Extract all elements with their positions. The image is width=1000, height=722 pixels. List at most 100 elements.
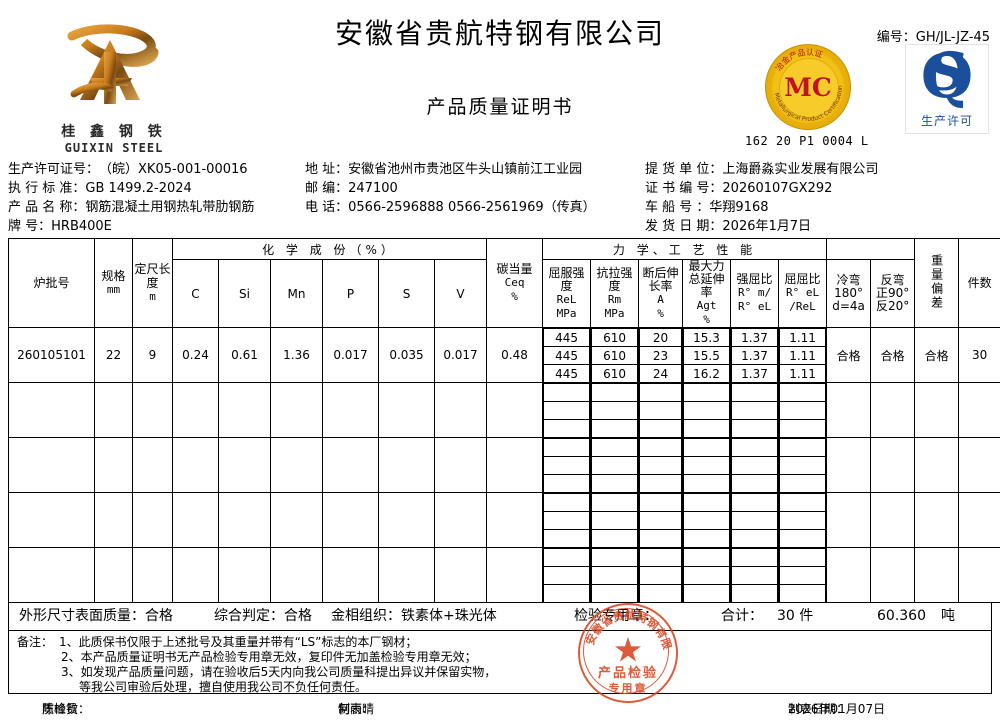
info-line: 地 址：安徽省池州市贵池区牛头山镇前江工业园 bbox=[305, 160, 635, 179]
surface-quality-label: 外形尺寸表面质量： bbox=[19, 608, 145, 624]
th-v: V bbox=[435, 260, 487, 328]
cell-v bbox=[435, 493, 487, 548]
th-length-unit: m bbox=[133, 290, 172, 304]
info-label: 邮 编： bbox=[305, 179, 348, 198]
cell-mech-elong bbox=[639, 438, 683, 493]
cell-mech-value bbox=[640, 549, 682, 567]
cell-spec bbox=[95, 438, 133, 493]
info-value: HRB400E bbox=[51, 219, 112, 234]
cell-mech-value: 610 bbox=[592, 347, 638, 365]
table-row[interactable] bbox=[9, 493, 1000, 548]
cell-mech-value: 20 bbox=[640, 329, 682, 347]
remarks-line: 备注：1、此质保书仅限于上述批号及其重量并带有“LS”标志的本厂钢材； bbox=[17, 635, 991, 650]
cell-mech-ratio2 bbox=[779, 548, 827, 603]
cell-mech-value: 445 bbox=[544, 365, 590, 383]
info-value: 钢筋混凝土用钢热轧带肋钢筋 bbox=[85, 200, 254, 215]
cell-heat-no bbox=[9, 493, 95, 548]
cell-spec: 22 bbox=[95, 328, 133, 383]
cell-bend bbox=[827, 493, 871, 548]
table-row[interactable] bbox=[9, 548, 1000, 603]
cell-mech-value bbox=[684, 420, 730, 438]
cell-v bbox=[435, 438, 487, 493]
info-label: 产 品 名 称： bbox=[8, 198, 85, 217]
cell-mech-value bbox=[544, 420, 590, 438]
cell-mech-agt bbox=[683, 548, 731, 603]
cell-p bbox=[323, 438, 379, 493]
qs-licence-seal-icon: Q S 生产许可 bbox=[905, 44, 989, 134]
cell-mech-value bbox=[640, 585, 682, 603]
cell-mech-tensile bbox=[591, 548, 639, 603]
table-row[interactable] bbox=[9, 438, 1000, 493]
th-s: S bbox=[379, 260, 435, 328]
svg-text:冶金产品认证: 冶金产品认证 bbox=[773, 47, 823, 73]
cell-length: 9 bbox=[133, 328, 173, 383]
cell-rebend bbox=[871, 493, 915, 548]
cell-ceq bbox=[487, 548, 543, 603]
cell-mech-agt bbox=[683, 493, 731, 548]
summary-row: 外形尺寸表面质量：合格 综合判定：合格 金相组织：铁素体+珠光体 检验专用章： … bbox=[9, 602, 991, 631]
metallography: 金相组织：铁素体+珠光体 bbox=[331, 602, 401, 630]
th-yield-symbol: ReL bbox=[543, 293, 590, 307]
verdict-value: 合格 bbox=[284, 602, 312, 630]
th-length: 定尺长度 m bbox=[133, 239, 173, 328]
cell-rebend bbox=[871, 383, 915, 438]
table-row[interactable] bbox=[9, 383, 1000, 438]
info-value: 华翔9168 bbox=[709, 200, 768, 215]
table-group-header-row: 炉批号 规格 mm 定尺长度 m 化 学 成 份（%） 碳当量 Ceq % 力 … bbox=[9, 239, 1000, 260]
cell-mech-value bbox=[732, 567, 778, 585]
cell-mech-value bbox=[684, 457, 730, 475]
info-line: 提 货 单 位：上海爵淼实业发展有限公司 bbox=[645, 160, 995, 179]
cell-c: 0.24 bbox=[173, 328, 219, 383]
th-yield-label: 屈服强度 bbox=[543, 267, 590, 293]
cell-mech-tensile bbox=[591, 493, 639, 548]
cell-heat-no: 260105101 bbox=[9, 328, 95, 383]
cell-mech-yield bbox=[543, 548, 591, 603]
cell-rebend bbox=[871, 548, 915, 603]
cell-mech-value bbox=[640, 530, 682, 548]
cell-ceq: 0.48 bbox=[487, 328, 543, 383]
cell-mech-value: 610 bbox=[592, 365, 638, 383]
cell-mn bbox=[271, 383, 323, 438]
cell-mech-value bbox=[592, 402, 638, 420]
info-label: 提 货 单 位： bbox=[645, 160, 722, 179]
cell-weight-dev bbox=[915, 493, 959, 548]
mc-certification-code: 162 20 P1 0004 L bbox=[745, 134, 869, 148]
cell-weight-dev bbox=[915, 383, 959, 438]
cell-mech-value bbox=[592, 512, 638, 530]
th-spec: 规格 mm bbox=[95, 239, 133, 328]
remarks-line: 3、如发现产品质量问题，请在验收后5天内向我公司质量科提出异议并保留实物， bbox=[17, 665, 991, 680]
info-value: 2026年1月7日 bbox=[722, 219, 811, 234]
cell-mech-value bbox=[640, 512, 682, 530]
cell-mech-value bbox=[732, 512, 778, 530]
cell-v bbox=[435, 548, 487, 603]
info-value: （皖）XK05-001-00016 bbox=[99, 162, 248, 177]
th-agt-label: 最大力总延伸率 bbox=[683, 260, 730, 299]
cell-spec bbox=[95, 548, 133, 603]
cell-mech-value: 23 bbox=[640, 347, 682, 365]
cell-p bbox=[323, 383, 379, 438]
cell-mech-ratio1 bbox=[731, 493, 779, 548]
cell-mech-value: 1.37 bbox=[732, 347, 778, 365]
cell-mech-value bbox=[732, 457, 778, 475]
cell-mech-ratio1 bbox=[731, 548, 779, 603]
info-label: 执 行 标 准： bbox=[8, 179, 85, 198]
cell-mech-value bbox=[684, 530, 730, 548]
th-yield-ratio: 屈屈比 R° eL /ReL bbox=[779, 260, 827, 328]
cell-rebend bbox=[871, 438, 915, 493]
th-elongation: 断后伸长率 A % bbox=[639, 260, 683, 328]
cell-ceq bbox=[487, 438, 543, 493]
inspector-value: 陈峰钦 bbox=[42, 696, 78, 722]
logo-text-en: GUIXIN STEEL bbox=[34, 141, 194, 155]
th-group-chemical: 化 学 成 份（%） bbox=[173, 239, 487, 260]
cell-mech-value bbox=[544, 475, 590, 493]
logo-text-cn: 桂 鑫 钢 铁 bbox=[34, 121, 194, 141]
cell-mech-ratio2 bbox=[779, 493, 827, 548]
mc-certification-seal-icon: 冶金产品认证 Metallurgical Product Certificati… bbox=[765, 44, 851, 130]
cell-mech-value bbox=[544, 384, 590, 402]
cell-mech-value bbox=[732, 585, 778, 603]
cell-mech-ratio1 bbox=[731, 383, 779, 438]
cell-mech-value: 16.2 bbox=[684, 365, 730, 383]
